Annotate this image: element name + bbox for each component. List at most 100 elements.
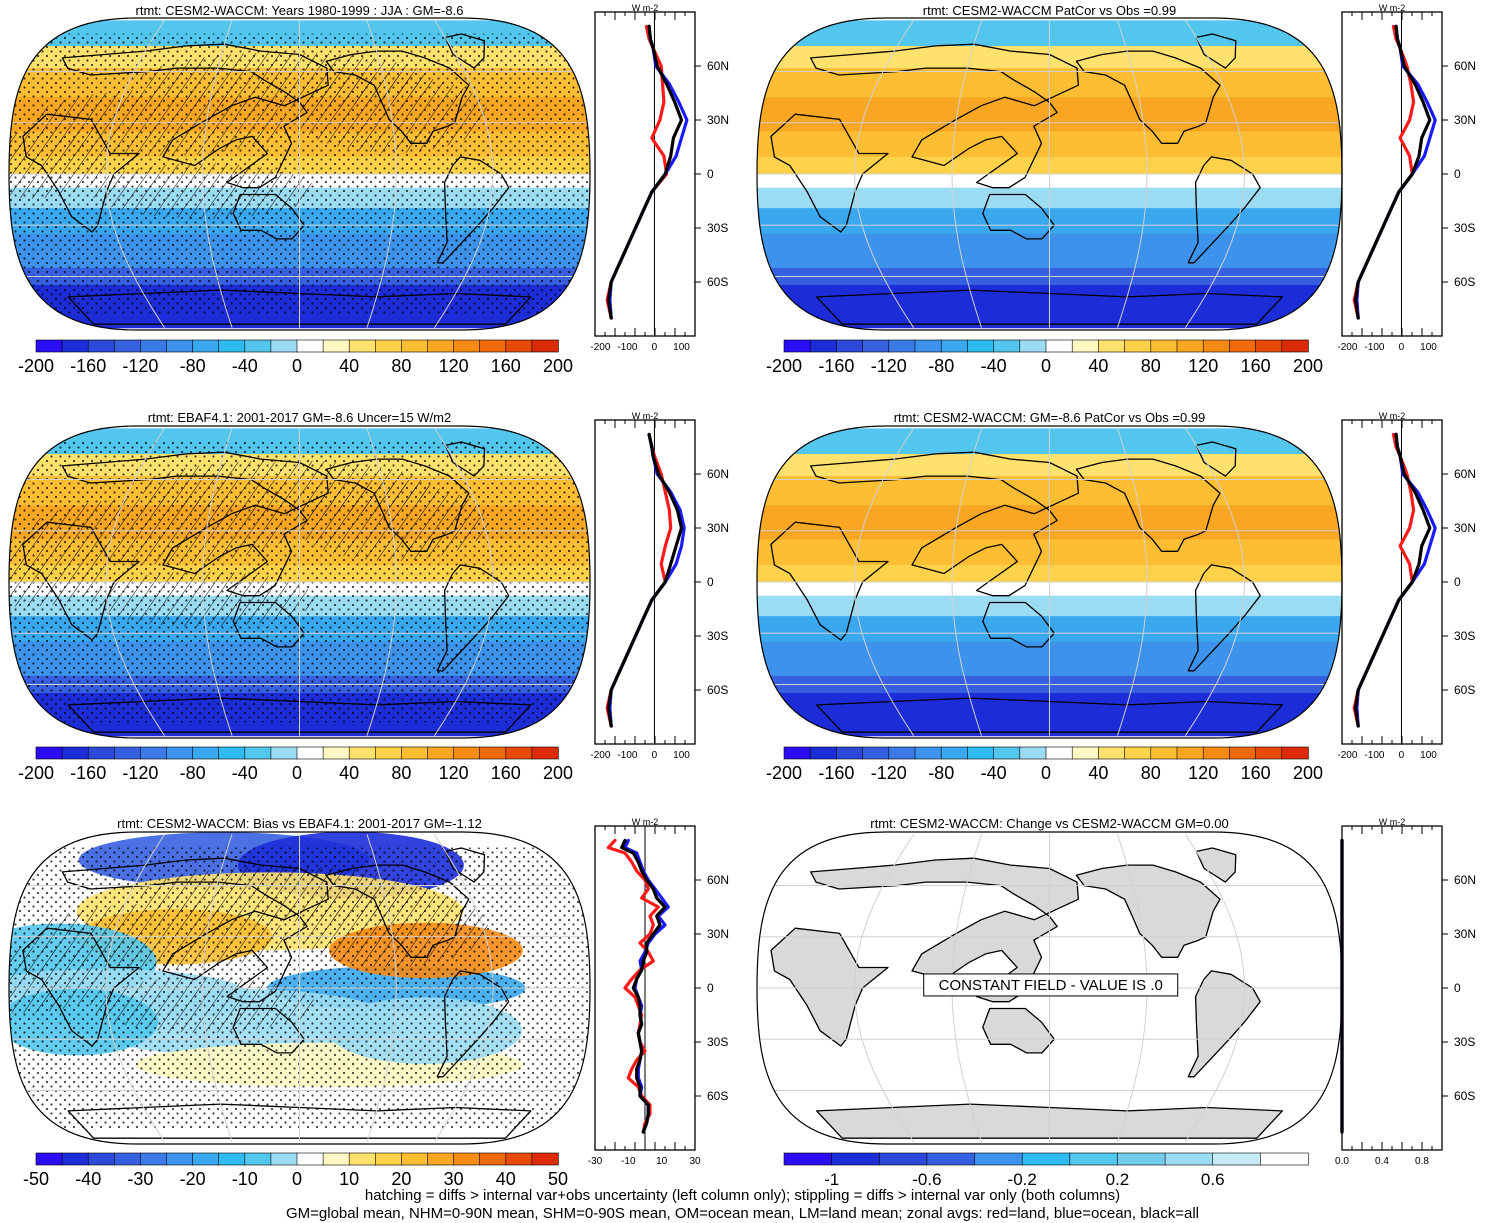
colorbar-swatch: [348, 1152, 377, 1166]
x-tick-label: 100: [1420, 750, 1437, 761]
colorbar-swatch: [1150, 746, 1178, 760]
colorbar-swatch: [1071, 339, 1100, 353]
graticule-lon: [202, 20, 233, 328]
lat-label: 60N: [707, 873, 729, 887]
footer-note-means: GM=global mean, NHM=0-90N mean, SHM=0-90…: [285, 1205, 1199, 1222]
x-tick-label: -200: [590, 750, 610, 761]
colorbar-swatch: [836, 746, 864, 760]
map-border: [8, 425, 591, 739]
colorbar-swatch: [1019, 746, 1047, 760]
coastline: [1195, 441, 1237, 477]
colorbar-label: -30: [127, 1169, 153, 1189]
colorbar-label: 120: [439, 763, 469, 783]
colorbar-label: -80: [928, 763, 954, 783]
colorbar-label: 0.2: [1106, 1170, 1130, 1189]
colorbar-label: -200: [766, 763, 802, 783]
colorbar-label: -40: [232, 356, 258, 376]
colorbar-swatch: [1176, 746, 1204, 760]
colorbar-label: 0: [292, 356, 302, 376]
graticule-lon: [951, 20, 982, 328]
panel-title: rtmt: CESM2-WACCM: Years 1980-1999 : JJA…: [136, 3, 464, 18]
colorbar-swatch: [35, 339, 63, 353]
lat-label: 60S: [1454, 1089, 1475, 1103]
colorbar-3: -200 -160 -120 -80 -40 0 40 80 120 160 200: [18, 746, 573, 783]
x-tick-label: 0: [1399, 750, 1405, 761]
unit-label: W m-2: [632, 411, 659, 421]
colorbar-swatch: [322, 339, 350, 353]
colorbar-label: -120: [871, 763, 907, 783]
colorbar-6: -1 -0.6 -0.2 0.2 0.6: [783, 1152, 1309, 1189]
colorbar-swatch: [35, 746, 63, 760]
colorbar-swatch: [218, 339, 246, 353]
colorbar-label: -20: [180, 1169, 206, 1189]
colorbar-swatch: [940, 746, 969, 760]
colorbar-label: 120: [439, 356, 469, 376]
colorbar-label: -1: [824, 1170, 839, 1189]
colorbar-swatch: [1069, 1152, 1119, 1166]
colorbar-label: 120: [1188, 356, 1218, 376]
colorbar-swatch: [1150, 339, 1178, 353]
coastline: [444, 441, 486, 477]
zonal-curve-all: [606, 24, 684, 320]
map-border: [756, 425, 1343, 739]
zonal-mean-panel-3: W m-2 -200 -100 0 100 60N 30N 0 30S 60S: [590, 411, 729, 761]
colorbar-swatch: [1260, 1152, 1309, 1166]
colorbar-swatch: [505, 1152, 533, 1166]
lat-label: 0: [707, 167, 714, 181]
colorbar-swatch: [192, 746, 220, 760]
colorbar-swatch: [453, 746, 481, 760]
x-tick-label: 30: [689, 1156, 701, 1167]
coastline: [1075, 458, 1221, 552]
coastline: [1075, 864, 1221, 958]
map-panel-5: rtmt: CESM2-WACCM: Bias vs EBAF4.1: 2001…: [8, 816, 591, 1145]
zonal-curve-all: [606, 432, 684, 728]
graticule-lon: [1184, 428, 1246, 736]
colorbar-swatch: [192, 339, 220, 353]
colorbar-swatch: [1229, 746, 1257, 760]
map-panel-3: rtmt: EBAF4.1: 2001-2017 GM=-8.6 Uncer=1…: [8, 410, 591, 739]
x-tick-label: 0: [652, 750, 658, 761]
x-tick-label: 100: [673, 750, 690, 761]
colorbar-label: 120: [1188, 763, 1218, 783]
colorbar-swatch: [783, 339, 811, 353]
lat-label: 30N: [1454, 521, 1476, 535]
colorbar-label: 80: [391, 356, 411, 376]
colorbar-swatch: [166, 1152, 194, 1166]
colorbar-label: 160: [1241, 763, 1271, 783]
colorbar-label: 30: [444, 1169, 464, 1189]
x-tick-label: 0.4: [1375, 1156, 1389, 1167]
colorbar-swatch: [479, 339, 507, 353]
colorbar-1: -200 -160 -120 -80 -40 0 40 80 120 160 200: [18, 339, 573, 376]
graticule-lon: [434, 834, 494, 1142]
x-tick-label: 100: [673, 342, 690, 353]
colorbar-swatch: [974, 1152, 1023, 1166]
colorbar-swatch: [401, 746, 429, 760]
coastline: [770, 927, 889, 1047]
colorbar-swatch: [453, 339, 481, 353]
coastline: [770, 521, 889, 641]
colorbar-swatch: [531, 746, 559, 760]
colorbar-swatch: [61, 339, 89, 353]
x-tick-label: -10: [621, 1156, 636, 1167]
colorbar-label: 80: [391, 763, 411, 783]
colorbar-swatch: [1281, 746, 1309, 760]
colorbar-label: 160: [491, 356, 521, 376]
zonal-curve-ocean: [608, 24, 689, 320]
colorbar-label: 80: [1141, 763, 1161, 783]
graticule-lon: [105, 834, 165, 1142]
colorbar-swatch: [35, 1152, 63, 1166]
colorbar-swatch: [218, 1152, 246, 1166]
zonal-curve-ocean: [1355, 432, 1437, 728]
colorbar-swatch: [1019, 339, 1047, 353]
colorbar-4: -200 -160 -120 -80 -40 0 40 80 120 160 200: [766, 746, 1323, 783]
hatching-overlay: [9, 946, 107, 1013]
colorbar-label: -40: [981, 763, 1007, 783]
graticule-lon: [853, 20, 915, 328]
graticule-lon: [951, 428, 982, 736]
colorbar-swatch: [914, 339, 942, 353]
colorbar-label: 40: [339, 356, 359, 376]
coastline: [22, 521, 140, 641]
colorbar-label: 20: [391, 1169, 411, 1189]
colorbar-swatch: [809, 746, 838, 760]
coastline: [982, 601, 1055, 648]
